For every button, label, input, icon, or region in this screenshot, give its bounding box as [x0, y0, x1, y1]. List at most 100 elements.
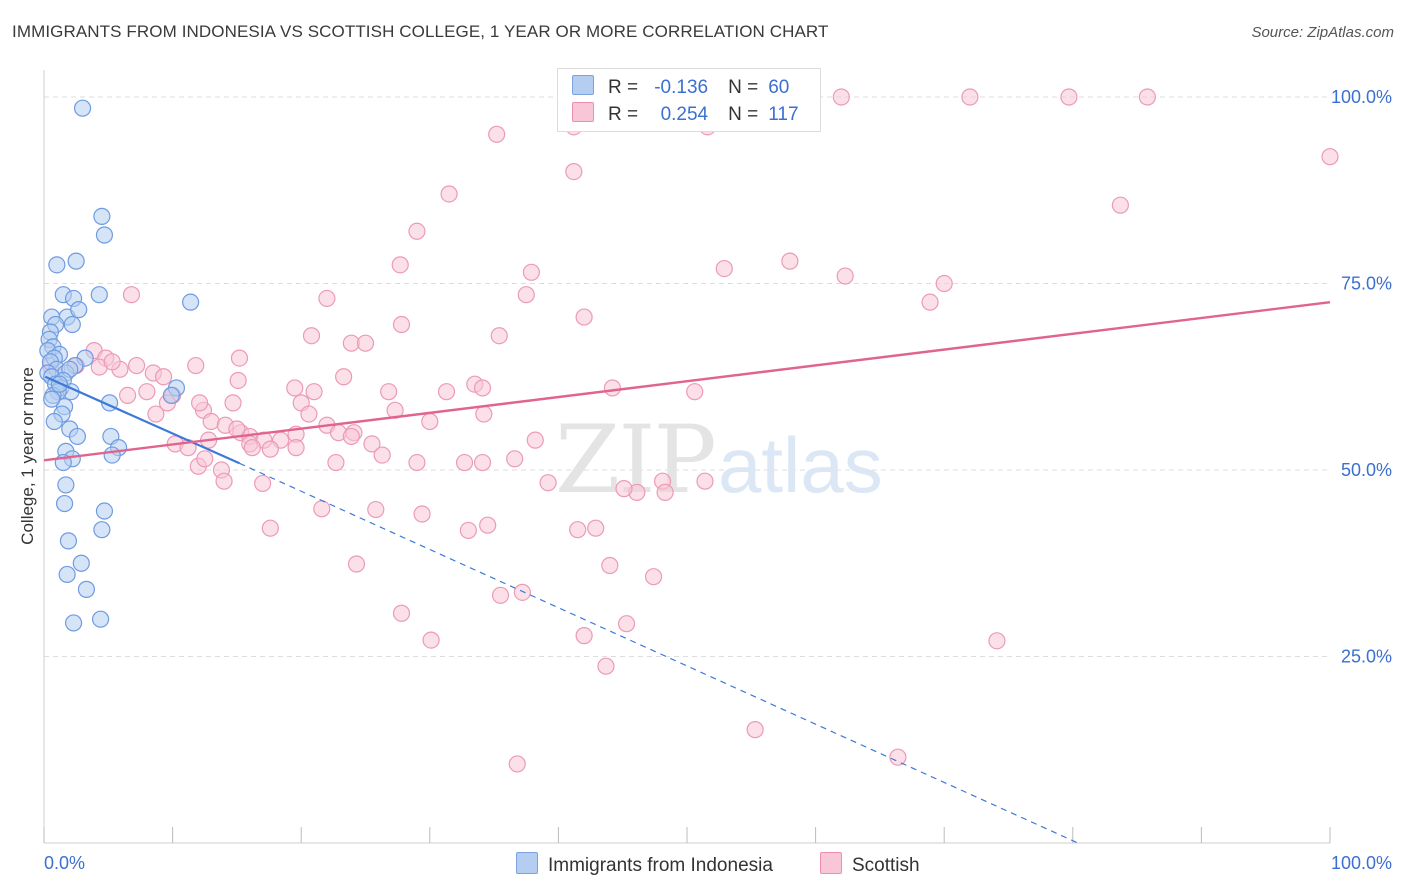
scottish-point	[440, 185, 458, 203]
scottish-point	[1321, 148, 1339, 166]
n-label: N =	[728, 77, 759, 98]
indonesia-point	[48, 256, 66, 274]
scottish-point	[422, 631, 440, 649]
bottom-legend-label-scottish: Scottish	[852, 855, 920, 876]
scottish-point	[305, 383, 323, 401]
indonesia-trend-line	[44, 375, 240, 465]
scottish-point	[202, 412, 220, 431]
scottish-point	[413, 505, 431, 523]
legend-row-indonesia: R = -0.136 N = 60	[572, 75, 789, 99]
scottish-point	[421, 412, 439, 431]
scottish-point	[526, 431, 544, 449]
scottish-point	[147, 405, 165, 423]
scottish-point	[302, 327, 321, 345]
scottish-point	[587, 519, 605, 537]
scottish-point	[187, 356, 205, 375]
scottish-point	[1111, 196, 1129, 214]
scottish-point	[1060, 88, 1078, 106]
indonesia-point	[90, 286, 108, 304]
scottish-point	[615, 480, 633, 498]
scottish-point	[154, 368, 173, 386]
scottish-point	[191, 394, 209, 412]
r-label: R =	[608, 104, 639, 125]
scottish-point	[836, 267, 854, 285]
scottish-point	[517, 286, 535, 304]
scottish-point	[479, 516, 497, 534]
y-axis-label: College, 1 year or more	[18, 367, 37, 545]
scottish-point	[335, 368, 353, 386]
scottish-point	[287, 439, 305, 457]
y-tick-label: 25.0%	[1341, 647, 1392, 667]
scottish-point	[356, 334, 375, 352]
scottish-point	[715, 259, 733, 278]
indonesia-point	[95, 226, 114, 244]
scottish-point	[437, 383, 456, 401]
scottish-point	[127, 356, 146, 375]
scottish-point	[243, 439, 261, 457]
scottish-point	[228, 420, 246, 438]
indonesia-point	[95, 502, 114, 520]
indonesia-point	[73, 99, 92, 117]
axes	[43, 70, 1331, 844]
scottish-point	[601, 556, 619, 575]
scottish-point	[327, 453, 345, 472]
scottish-point	[230, 349, 249, 367]
indonesia-point	[55, 494, 74, 513]
scottish-point	[565, 163, 583, 181]
chart-title: IMMIGRANTS FROM INDONESIA VS SCOTTISH CO…	[12, 22, 829, 41]
indonesia-points	[39, 99, 200, 632]
scottish-point	[988, 632, 1006, 650]
scottish-point	[254, 474, 272, 493]
scottish-point	[408, 222, 426, 240]
indonesia-point	[93, 521, 111, 539]
indonesia-point	[162, 386, 180, 404]
scottish-point	[196, 450, 214, 468]
trend-lines	[43, 300, 1331, 844]
scottish-point	[961, 88, 979, 106]
scottish-point	[455, 453, 474, 472]
scottish-point	[363, 435, 381, 453]
scottish-point	[300, 405, 318, 423]
scottish-point	[367, 500, 385, 519]
scottish-point	[644, 568, 663, 586]
scottish-point	[475, 405, 493, 423]
r-label: R =	[608, 77, 639, 98]
scottish-point	[513, 583, 531, 601]
y-tick-label: 50.0%	[1341, 460, 1392, 480]
scottish-point	[832, 88, 850, 106]
scottish-point	[261, 440, 279, 458]
scottish-point	[138, 383, 156, 401]
indonesia-point	[77, 580, 96, 598]
y-tick-label: 75.0%	[1341, 274, 1392, 294]
indonesia-point	[57, 476, 75, 494]
scottish-point	[229, 371, 247, 390]
scottish-point	[686, 383, 704, 401]
scottish-point	[508, 755, 526, 773]
n-value-scottish: 117	[768, 104, 799, 125]
scottish-point	[391, 256, 409, 274]
scottish-point	[746, 721, 764, 739]
scottish-point	[539, 474, 557, 492]
scottish-point	[488, 125, 506, 143]
scottish-point	[392, 604, 411, 622]
scottish-point	[491, 586, 510, 604]
indonesia-point	[67, 252, 85, 270]
scottish-point	[781, 252, 799, 270]
indonesia-point	[182, 293, 200, 311]
indonesia-point	[43, 390, 61, 408]
scottish-trend-line	[43, 300, 1331, 462]
scottish-point	[347, 555, 366, 573]
scottish-point	[935, 274, 953, 293]
bottom-legend-swatch-pink	[820, 852, 842, 874]
scottish-point	[617, 615, 636, 633]
indonesia-point	[64, 614, 83, 632]
scottish-point	[118, 386, 137, 404]
scottish-point	[215, 472, 233, 490]
scottish-point	[921, 293, 939, 311]
bottom-legend-indonesia: Immigrants from Indonesia	[516, 852, 773, 876]
scottish-point	[603, 379, 622, 397]
scottish-point	[656, 483, 674, 501]
indonesia-point	[70, 301, 88, 319]
indonesia-point	[103, 446, 121, 464]
scottish-point	[597, 657, 615, 675]
